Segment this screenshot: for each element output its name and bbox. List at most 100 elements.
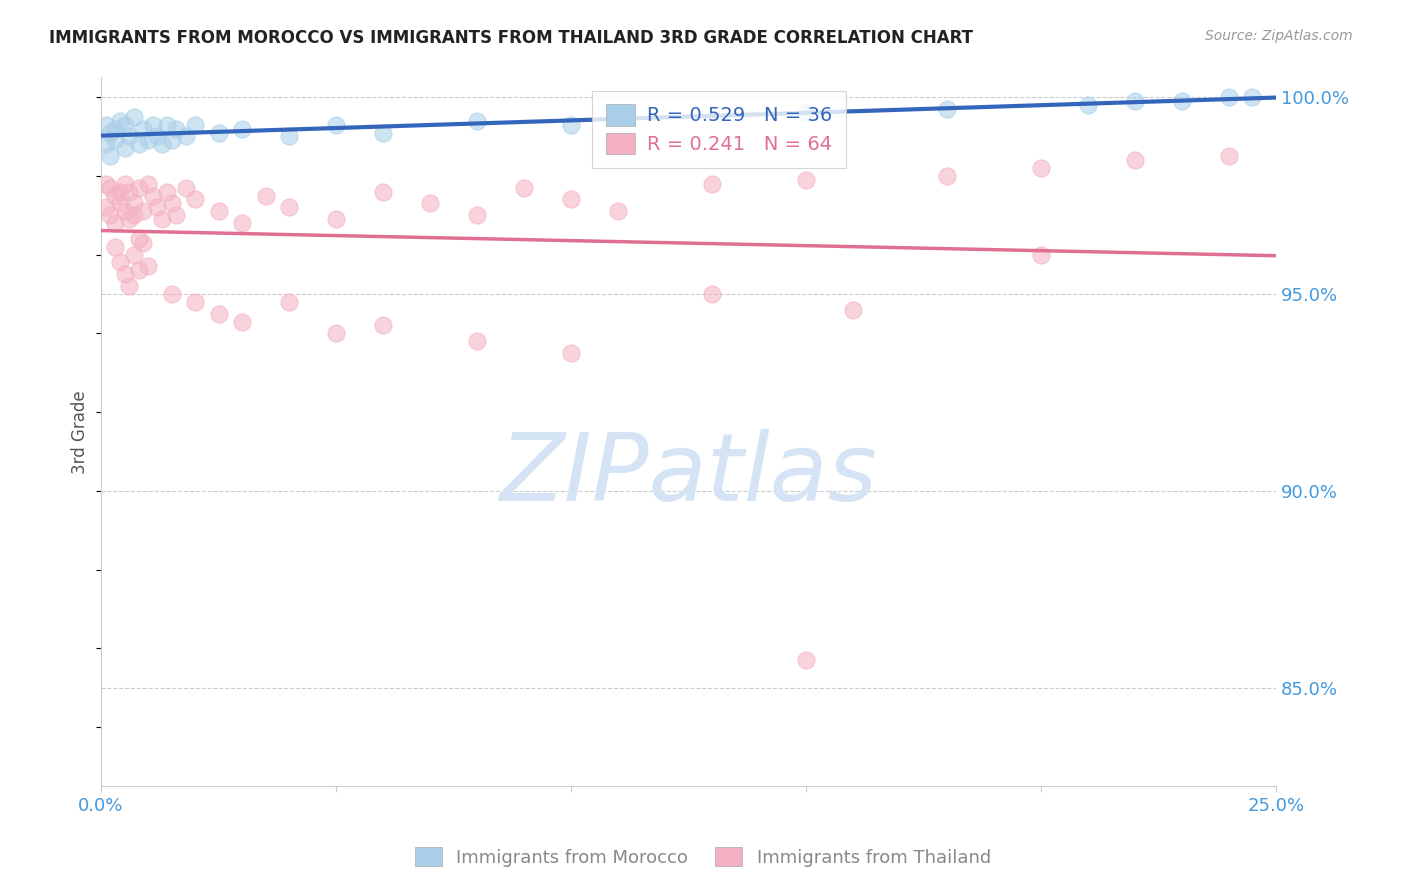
Point: [160, 196, 183, 211]
Point: [371, 126, 394, 140]
Point: [136, 177, 159, 191]
Point: [128, 137, 150, 152]
Point: [132, 204, 155, 219]
Point: [94, 118, 117, 132]
Y-axis label: 3rd Grade: 3rd Grade: [72, 390, 89, 474]
Point: [325, 212, 347, 227]
Point: [278, 129, 301, 144]
Point: [118, 279, 141, 293]
Point: [122, 208, 145, 222]
Point: [114, 204, 136, 219]
Point: [1077, 98, 1099, 112]
Point: [128, 180, 150, 194]
Point: [254, 188, 277, 202]
Point: [94, 137, 117, 152]
Point: [104, 188, 127, 202]
Text: Source: ZipAtlas.com: Source: ZipAtlas.com: [1205, 29, 1353, 43]
Point: [419, 196, 441, 211]
Point: [150, 212, 173, 227]
Point: [936, 102, 959, 116]
Point: [700, 287, 723, 301]
Point: [165, 121, 187, 136]
Point: [513, 180, 536, 194]
Point: [142, 118, 165, 132]
Point: [118, 185, 141, 199]
Point: [104, 121, 127, 136]
Text: ZIPatlas: ZIPatlas: [499, 429, 877, 520]
Point: [156, 185, 179, 199]
Point: [560, 346, 582, 360]
Point: [100, 208, 122, 222]
Point: [1029, 247, 1052, 261]
Point: [231, 121, 253, 136]
Point: [1241, 90, 1264, 104]
Point: [136, 133, 159, 147]
Point: [132, 235, 155, 250]
Point: [231, 314, 253, 328]
Point: [325, 118, 347, 132]
Point: [146, 129, 169, 144]
Point: [207, 126, 229, 140]
Point: [146, 200, 169, 214]
Point: [122, 110, 145, 124]
Legend: R = 0.529   N = 36, R = 0.241   N = 64: R = 0.529 N = 36, R = 0.241 N = 64: [592, 91, 846, 168]
Point: [100, 149, 122, 163]
Point: [104, 240, 127, 254]
Point: [114, 177, 136, 191]
Point: [560, 193, 582, 207]
Point: [122, 247, 145, 261]
Legend: Immigrants from Morocco, Immigrants from Thailand: Immigrants from Morocco, Immigrants from…: [408, 840, 998, 874]
Point: [936, 169, 959, 183]
Point: [108, 196, 131, 211]
Point: [174, 129, 197, 144]
Point: [794, 653, 817, 667]
Point: [371, 185, 394, 199]
Point: [160, 287, 183, 301]
Point: [607, 204, 630, 219]
Point: [371, 318, 394, 333]
Point: [794, 106, 817, 120]
Point: [156, 118, 179, 132]
Text: IMMIGRANTS FROM MOROCCO VS IMMIGRANTS FROM THAILAND 3RD GRADE CORRELATION CHART: IMMIGRANTS FROM MOROCCO VS IMMIGRANTS FR…: [49, 29, 973, 46]
Point: [118, 129, 141, 144]
Point: [1123, 94, 1146, 108]
Point: [465, 208, 488, 222]
Point: [1171, 94, 1194, 108]
Point: [114, 118, 136, 132]
Point: [160, 133, 183, 147]
Point: [128, 263, 150, 277]
Point: [207, 307, 229, 321]
Point: [278, 294, 301, 309]
Point: [100, 180, 122, 194]
Point: [108, 185, 131, 199]
Point: [122, 196, 145, 211]
Point: [114, 268, 136, 282]
Point: [700, 177, 723, 191]
Point: [231, 216, 253, 230]
Point: [184, 294, 207, 309]
Point: [94, 200, 117, 214]
Point: [165, 208, 187, 222]
Point: [278, 200, 301, 214]
Point: [104, 133, 127, 147]
Point: [108, 113, 131, 128]
Point: [108, 255, 131, 269]
Point: [1218, 149, 1240, 163]
Point: [142, 188, 165, 202]
Point: [842, 302, 865, 317]
Point: [184, 118, 207, 132]
Point: [104, 216, 127, 230]
Point: [1123, 153, 1146, 168]
Point: [1029, 161, 1052, 175]
Point: [560, 118, 582, 132]
Point: [174, 180, 197, 194]
Point: [465, 113, 488, 128]
Point: [94, 177, 117, 191]
Point: [136, 260, 159, 274]
Point: [1218, 90, 1240, 104]
Point: [325, 326, 347, 341]
Point: [150, 137, 173, 152]
Point: [794, 173, 817, 187]
Point: [114, 141, 136, 155]
Point: [207, 204, 229, 219]
